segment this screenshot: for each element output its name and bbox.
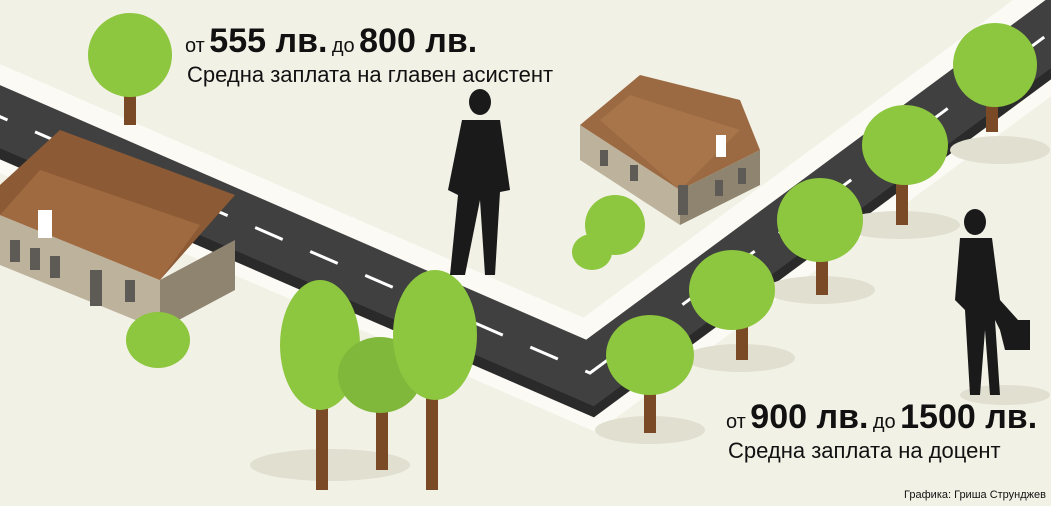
from-word: от	[185, 35, 205, 57]
shadows	[250, 136, 1050, 481]
salary-range: от 555 лв. до 800 лв.	[185, 22, 477, 60]
road-markings	[0, 30, 1051, 375]
min-salary: 555 лв.	[209, 22, 327, 60]
person-1	[448, 89, 510, 275]
min-salary: 900 лв.	[750, 398, 868, 436]
to-word: до	[332, 35, 355, 57]
max-salary: 800 лв.	[359, 22, 477, 60]
salary-range: от 900 лв. до 1500 лв.	[726, 398, 1037, 436]
trees	[88, 13, 1037, 490]
from-word: от	[726, 411, 746, 433]
to-word: до	[873, 411, 896, 433]
caption: Средна заплата на главен асистент	[187, 62, 553, 87]
caption: Средна заплата на доцент	[728, 438, 1001, 463]
credit: Графика: Гриша Струнджев	[904, 489, 1046, 501]
person-2	[955, 209, 1030, 395]
house-right	[580, 75, 760, 225]
house-left	[0, 130, 235, 330]
max-salary: 1500 лв.	[900, 398, 1037, 436]
